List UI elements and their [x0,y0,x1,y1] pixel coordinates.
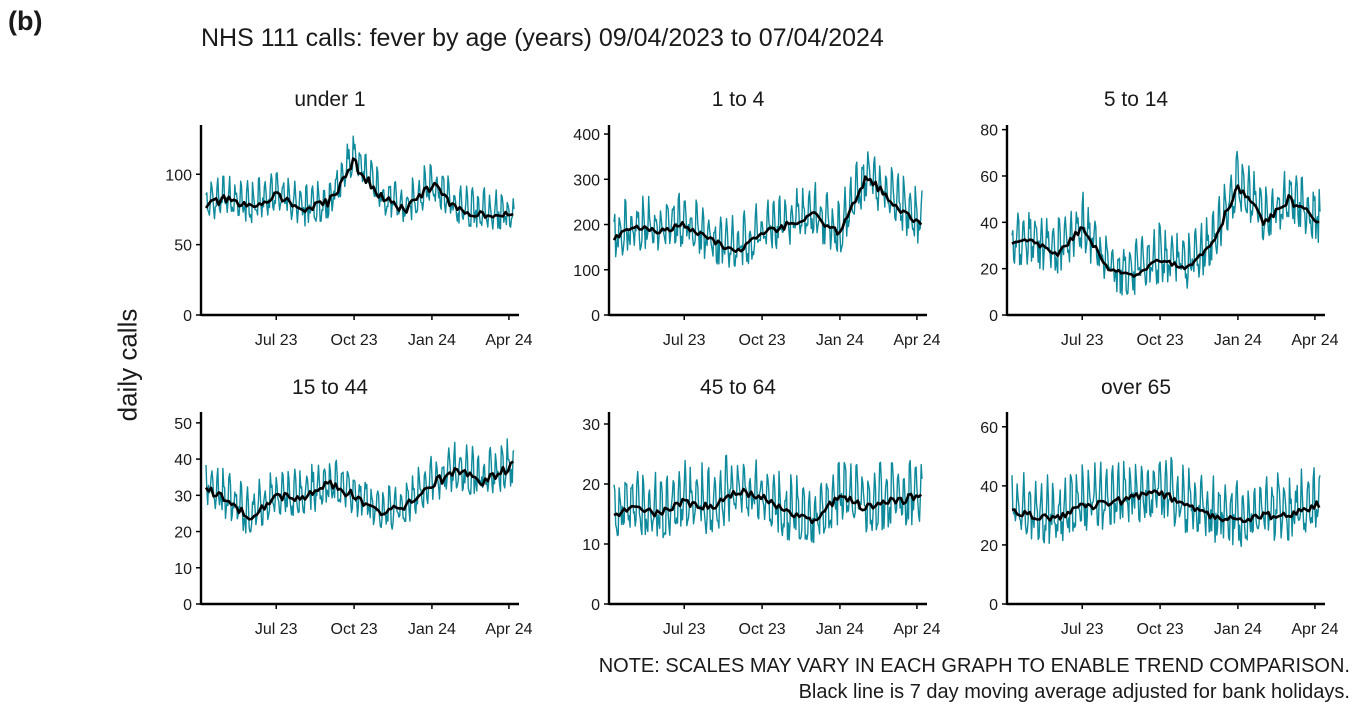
x-tick-label: Jul 23 [255,332,298,349]
facet-panel: 45 to 64 0 10 20 30 Jul 23 Oct 23 Jan 24 Apr 24 [582,376,940,638]
x-tick-label: Oct 23 [331,621,378,638]
daily-calls-line [1011,456,1321,548]
x-tick-label: Jan 24 [1214,332,1262,349]
moving-average-line [204,460,514,521]
y-tick-label: 100 [165,167,192,184]
moving-average-line [612,175,923,253]
facet-panel: under 1 0 50 100 Jul 23 Oct 23 Jan 24 Apr 24 [165,88,532,349]
y-tick-label: 60 [980,420,998,437]
y-tick-label: 60 [980,169,998,186]
x-tick-label: Apr 24 [893,332,940,349]
y-tick-label: 20 [980,538,998,555]
y-tick-label: 30 [174,488,192,505]
moving-average-note: Black line is 7 day moving average adjus… [798,681,1350,703]
y-tick-label: 40 [980,479,998,496]
facet-panel: over 65 0 20 40 60 Jul 23 Oct 23 Jan 24 Apr 24 [980,376,1338,638]
y-tick-label: 200 [573,218,600,235]
x-tick-label: Jan 24 [816,621,864,638]
y-tick-label: 20 [582,477,600,494]
y-tick-label: 0 [989,597,998,614]
x-tick-label: Oct 23 [331,332,378,349]
y-tick-label: 30 [582,417,600,434]
x-tick-label: Jul 23 [255,621,298,638]
x-tick-label: Apr 24 [485,621,532,638]
x-tick-label: Jul 23 [1061,332,1104,349]
daily-calls-line [613,454,923,544]
x-tick-label: Oct 23 [739,621,786,638]
y-tick-label: 20 [980,262,998,279]
x-tick-label: Apr 24 [485,332,532,349]
facet-title: 15 to 44 [292,376,368,399]
x-tick-label: Jul 23 [1061,621,1104,638]
x-tick-label: Oct 23 [1137,332,1184,349]
moving-average-line [613,487,923,525]
y-tick-label: 80 [980,123,998,140]
y-tick-label: 0 [591,597,600,614]
facet-title: over 65 [1101,376,1171,399]
y-tick-label: 0 [183,597,192,614]
scale-note: NOTE: SCALES MAY VARY IN EACH GRAPH TO E… [598,655,1350,677]
y-tick-label: 50 [174,238,192,255]
y-tick-label: 50 [174,416,192,433]
moving-average-line [1011,489,1321,524]
y-tick-label: 10 [174,561,192,578]
facet-panel: 1 to 4 0 100 200 300 400 Jul 23 Oct 23 Jan 24 Apr… [573,88,940,349]
facet-title: under 1 [294,88,365,111]
x-tick-label: Oct 23 [1137,621,1184,638]
x-tick-label: Jan 24 [408,332,456,349]
y-tick-label: 400 [573,127,600,144]
y-tick-label: 20 [174,525,192,542]
facet-title: 5 to 14 [1104,88,1169,111]
facet-panel: 5 to 14 0 20 40 60 80 Jul 23 Oct 23 Jan 24 Apr 24 [980,88,1338,349]
x-tick-label: Jul 23 [663,621,706,638]
x-tick-label: Apr 24 [1291,621,1338,638]
moving-average-line [204,157,514,219]
y-tick-label: 0 [183,308,192,325]
y-tick-label: 40 [174,452,192,469]
x-tick-label: Jan 24 [816,332,864,349]
x-tick-label: Oct 23 [739,332,786,349]
daily-calls-line [613,151,923,268]
x-tick-label: Apr 24 [893,621,940,638]
x-tick-label: Jan 24 [1214,621,1262,638]
facet-title: 1 to 4 [712,88,765,111]
y-tick-label: 300 [573,172,600,189]
y-tick-label: 0 [989,308,998,325]
facet-title: 45 to 64 [700,376,776,399]
moving-average-line [1011,184,1320,278]
x-tick-label: Apr 24 [1291,332,1338,349]
panel-letter: (b) [8,6,43,36]
chart-title: NHS 111 calls: fever by age (years) 09/0… [201,24,884,52]
y-tick-label: 100 [573,263,600,280]
x-tick-label: Jan 24 [408,621,456,638]
x-tick-label: Jul 23 [663,332,706,349]
y-tick-label: 0 [591,308,600,325]
daily-calls-line [1011,150,1321,296]
y-tick-label: 10 [582,537,600,554]
daily-calls-line [205,135,515,230]
facet-panel: 15 to 44 0 10 20 30 40 50 Jul 23 Oct 23 Jan 24 Apr… [174,376,532,638]
y-tick-label: 40 [980,215,998,232]
